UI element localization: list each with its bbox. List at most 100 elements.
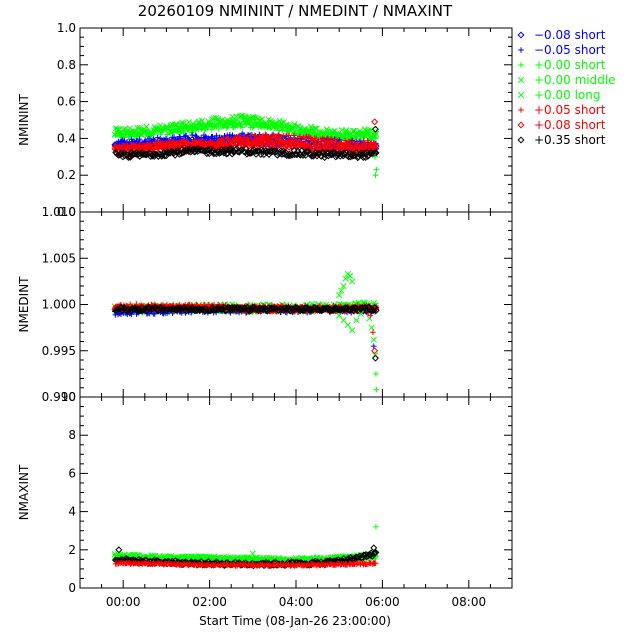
data-point [130,142,138,150]
data-point [338,287,345,294]
data-point [299,151,307,159]
data-point [328,135,334,142]
data-point [130,150,138,158]
legend-label: +0.00 middle [534,73,616,87]
data-point [359,131,366,138]
data-point [316,149,324,158]
data-point [203,150,211,158]
data-point [210,306,218,314]
legend-label: +0.05 short [534,103,606,117]
data-point [142,130,149,136]
data-point [208,126,215,133]
data-point [205,150,213,158]
y-tick-label: 1.010 [42,205,76,219]
data-point [279,127,286,134]
data-point [228,303,236,311]
data-point [323,149,331,157]
legend-entry: +0.35 short [517,133,606,147]
y-axis-title: NMININT [17,93,31,145]
data-point [371,549,379,557]
data-point [336,152,344,160]
data-point [373,524,379,530]
data-point [370,336,377,343]
data-point [342,275,349,282]
data-point [223,125,230,131]
y-tick-label: 2 [68,543,76,557]
data-point [317,128,323,135]
data-point [115,546,123,554]
data-point [286,307,294,315]
data-point [281,556,288,563]
chart-title: 20260109 NMININT / NMEDINT / NMAXINT [138,2,453,20]
x-tick-label: 02:00 [192,595,227,609]
data-point [337,562,344,568]
data-point [229,148,237,156]
data-point [190,148,198,156]
data-point [143,123,150,130]
data-point [353,317,360,324]
y-tick-label: 0.990 [42,390,76,404]
data-point [324,304,332,312]
legend-entry: −0.05 short [518,43,606,57]
y-tick-label: 0.0 [57,205,76,219]
legend-label: +0.00 short [534,58,606,72]
data-point [340,282,347,290]
data-point [166,305,174,313]
data-point [371,125,379,133]
y-axis-title: NMAXINT [17,464,31,520]
legend-marker [517,76,525,84]
plot-panels: 0.0 0.2 0.4 0.6 0.8 1.0 NMININT 0.990 0.995 1.000… [17,21,513,609]
data-point [144,141,152,149]
data-point [303,140,311,149]
data-point [173,304,181,312]
data-point [116,128,123,135]
data-point [324,562,330,568]
data-point [286,128,293,135]
data-point [372,149,380,157]
legend-marker [518,62,524,68]
data-point [172,121,180,128]
data-point [344,321,351,329]
legend-label: +0.08 short [534,118,606,132]
data-point [328,306,336,314]
data-point [370,329,376,336]
data-points [112,524,380,570]
data-point [308,138,316,146]
data-point [365,130,371,136]
legend-entry: +0.08 short [517,118,606,132]
y-tick-label: 10 [61,390,76,404]
data-point [371,303,379,312]
data-point [301,304,309,312]
data-point [195,126,202,133]
data-point [373,386,380,393]
y-tick-label: 0.6 [57,95,76,109]
data-point [176,306,184,314]
data-point [249,550,256,557]
data-point [236,133,242,139]
data-point [287,125,294,131]
legend-marker [518,107,524,113]
data-point [183,132,189,139]
data-point [328,130,335,136]
data-point [263,140,271,148]
y-tick-label: 0.4 [57,131,76,145]
data-point [370,544,378,552]
data-point [268,138,276,146]
data-point [163,125,169,132]
data-point [174,128,181,134]
data-point [214,122,220,129]
data-point [372,154,378,160]
data-point [372,560,379,566]
data-points [112,271,380,393]
data-point [342,149,350,157]
data-point [154,134,161,141]
y-tick-label: 0.995 [42,344,76,358]
data-point [182,133,189,140]
data-point [206,120,213,127]
data-point [356,130,363,137]
data-point [358,151,366,159]
data-point [249,124,256,131]
data-point [285,143,293,151]
data-point [179,124,185,131]
data-point [280,306,288,314]
